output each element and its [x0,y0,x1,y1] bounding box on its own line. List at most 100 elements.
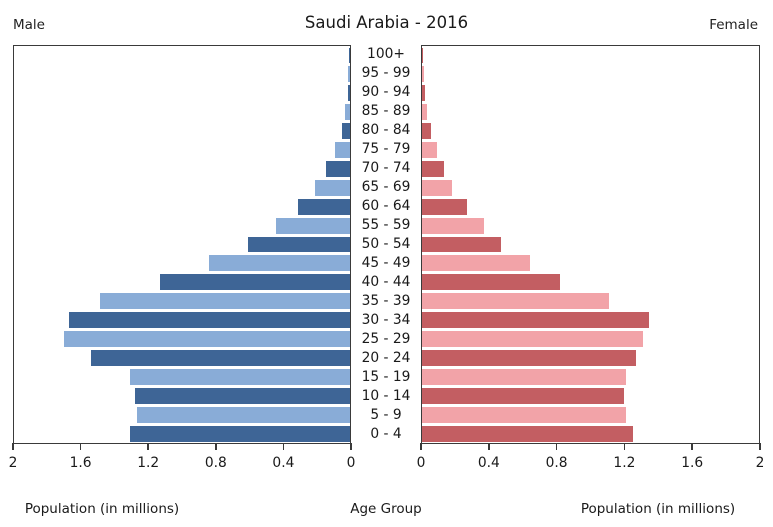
male-bar-row [14,216,350,235]
age-group-row: 100+ [351,45,421,64]
male-bar-55-59 [276,217,350,234]
male-bar-90-94 [348,85,350,102]
male-bar-row [14,84,350,103]
male-bar-row [14,178,350,197]
male-axis-tick-labels: 2 1.6 1.2 0.8 0.4 0 [9,455,356,473]
female-bar-row [422,103,759,122]
male-bar-row [14,235,350,254]
male-bar-row [14,292,350,311]
age-group-label: 45 - 49 [361,254,411,271]
female-bar-30-34 [422,312,650,329]
female-bar-60-64 [422,198,468,215]
age-group-label: 90 - 94 [361,83,411,100]
female-bar-90-94 [422,85,425,102]
age-group-row: 10 - 14 [351,387,421,406]
male-bar-10-14 [134,387,350,404]
age-group-row: 85 - 89 [351,102,421,121]
male-bars-panel [13,45,351,444]
male-bar-35-39 [99,293,350,310]
age-group-label: 50 - 54 [361,235,411,252]
female-bar-25-29 [422,331,643,347]
male-bar-15-19 [129,368,350,385]
male-axis-title: Population (in millions) [24,501,180,517]
female-axis-tick-label: 2 [755,455,765,471]
female-bar-70-74 [422,160,444,177]
female-bar-65-69 [422,179,453,196]
male-bar-50-54 [247,236,350,253]
female-bar-row [422,197,759,216]
male-axis-tick [350,443,352,450]
male-axis-tick [282,443,285,450]
age-group-row: 80 - 84 [351,121,421,140]
male-axis-tick-label: 2 [8,455,18,471]
female-bar-20-24 [422,350,636,366]
age-group-label: 15 - 19 [361,368,411,385]
female-bar-50-54 [422,236,502,253]
male-axis-tick-label: 0.8 [204,455,227,471]
female-bar-row [422,216,759,235]
male-axis-tick [147,443,149,450]
female-bar-95-99 [422,66,424,83]
age-group-label: 35 - 39 [361,292,411,309]
female-bar-row [422,122,759,141]
female-bar-0-4 [422,425,633,442]
age-group-row: 0 - 4 [351,425,421,444]
female-axis-tick [420,443,422,450]
female-bar-row [422,273,759,292]
male-bar-25-29 [64,331,350,347]
female-series-label: Female [709,17,758,33]
male-bar-65-69 [314,179,350,196]
age-group-label: 25 - 29 [361,330,411,347]
female-bar-80-84 [422,123,432,140]
age-group-row: 40 - 44 [351,273,421,292]
female-bar-5-9 [422,406,626,423]
female-bar-row [422,65,759,84]
female-bar-row [422,349,759,368]
female-axis-title: Population (in millions) [580,501,736,517]
female-bar-100+ [422,47,423,64]
age-group-row: 15 - 19 [351,368,421,387]
male-bar-row [14,405,350,424]
age-group-label: 95 - 99 [361,64,411,81]
male-bar-30-34 [69,312,350,329]
age-group-row: 50 - 54 [351,235,421,254]
age-group-row: 70 - 74 [351,159,421,178]
age-group-label: 80 - 84 [361,121,411,138]
male-bar-95-99 [348,66,350,83]
male-axis-tick-label: 0.4 [272,455,295,471]
female-bar-75-79 [422,142,438,158]
female-bar-row [422,405,759,424]
male-bar-0-4 [129,425,350,442]
male-axis-ticks [12,443,352,451]
male-bar-row [14,159,350,178]
male-bar-row [14,367,350,386]
male-bar-row [14,349,350,368]
age-group-label: 0 - 4 [370,425,402,442]
male-axis-tick-label: 1.2 [137,455,160,471]
male-bar-70-74 [326,160,350,177]
age-group-column: 100+ 95 - 99 90 - 94 85 - 89 80 - 84 75 - 79 7… [351,45,421,444]
female-axis-tick-label: 0.8 [545,455,568,471]
age-group-label: 10 - 14 [361,387,411,404]
male-series-label: Male [13,17,45,33]
female-bar-row [422,254,759,273]
female-bar-row [422,141,759,160]
male-bar-row [14,424,350,443]
female-axis-tick [555,443,558,450]
female-bars-panel [421,45,760,444]
female-axis-tick-label: 1.2 [613,455,636,471]
age-group-label: 5 - 9 [370,406,402,423]
male-bar-row [14,254,350,273]
age-group-label: 55 - 59 [361,216,411,233]
age-group-label: 75 - 79 [361,140,411,157]
age-group-row: 75 - 79 [351,140,421,159]
female-bar-45-49 [422,255,530,272]
age-group-row: 20 - 24 [351,349,421,368]
female-bar-row [422,311,759,330]
chart-title: Saudi Arabia - 2016 [304,13,469,32]
female-axis-tick [691,443,693,450]
male-axis-tick [12,443,14,450]
female-bar-15-19 [422,368,626,385]
age-group-label: 40 - 44 [361,273,411,290]
female-bar-55-59 [422,217,485,234]
